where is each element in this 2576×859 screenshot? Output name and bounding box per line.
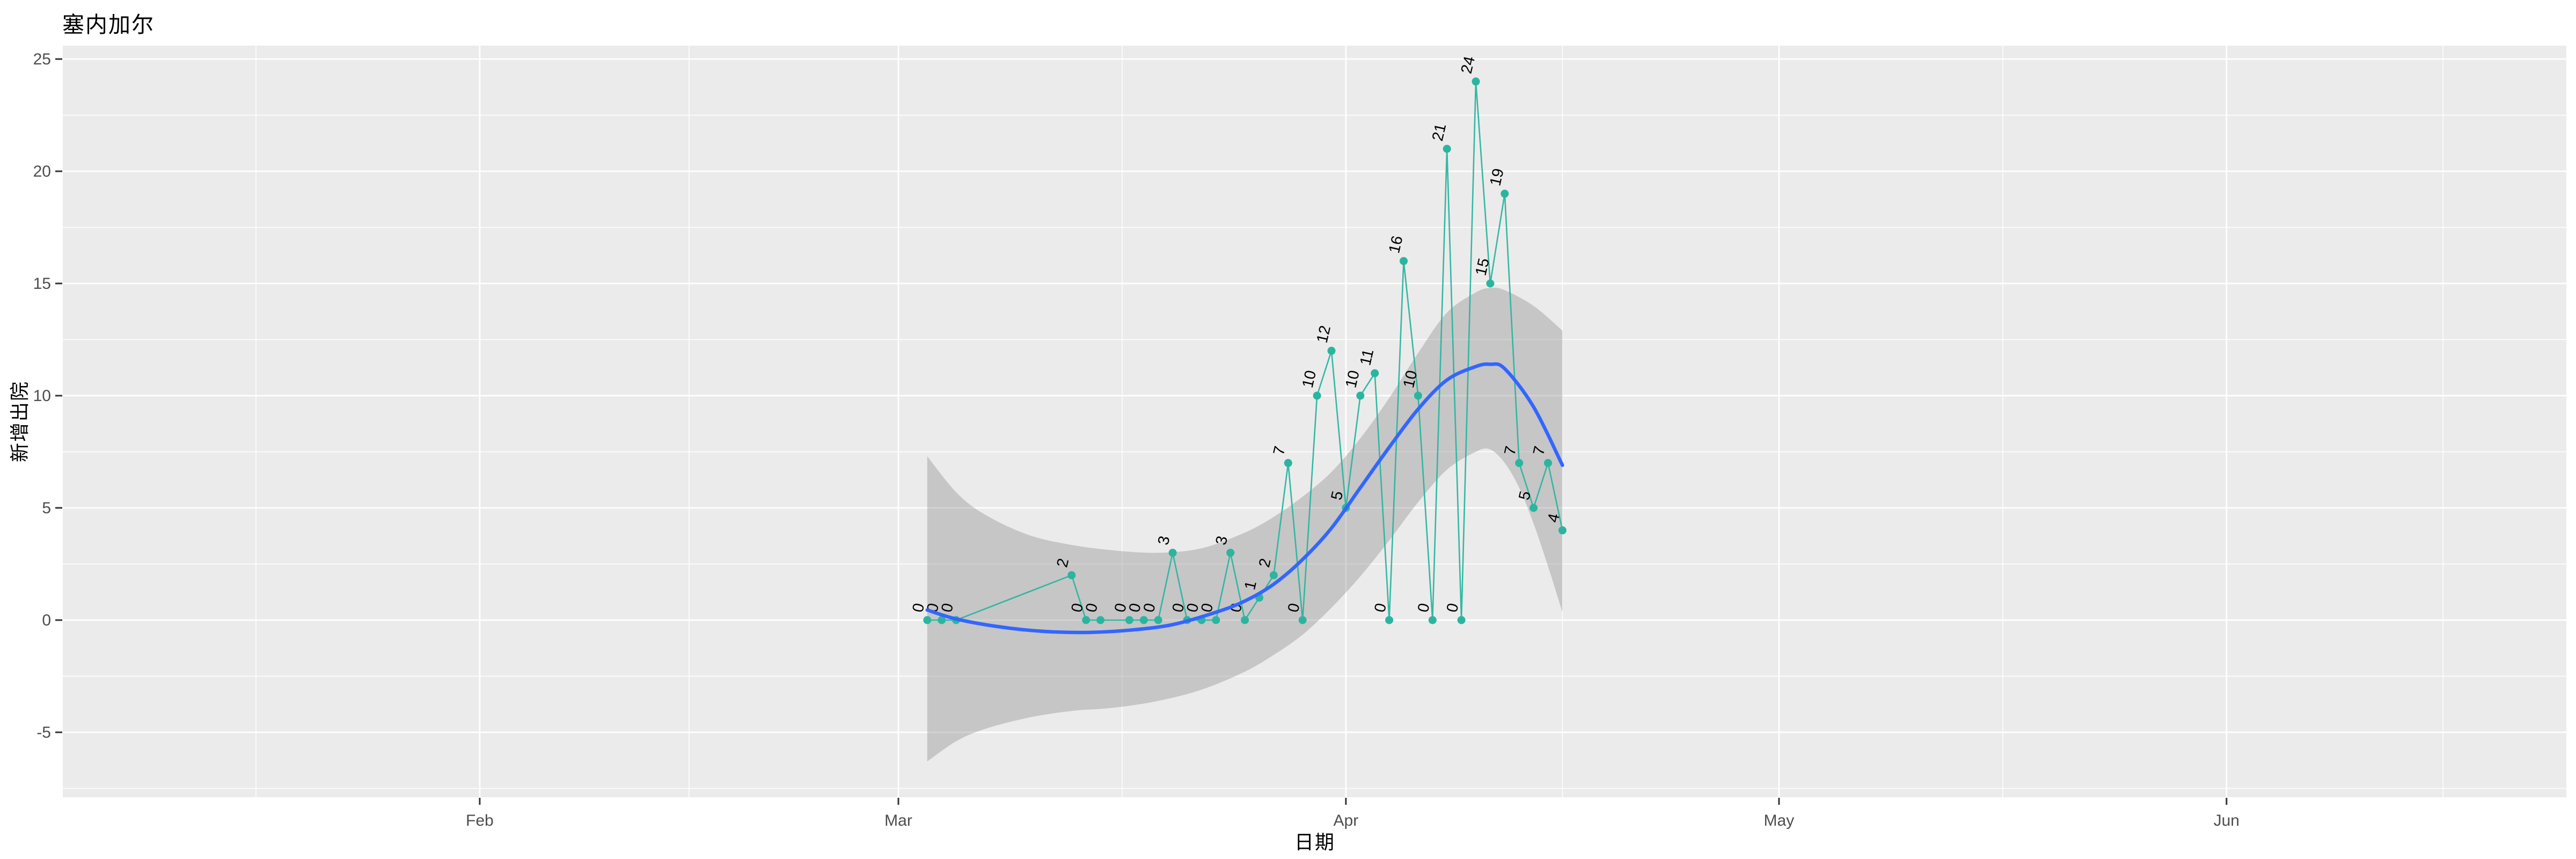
y-tick-label: 10 bbox=[33, 387, 51, 405]
data-point-label: 3 bbox=[1155, 534, 1174, 547]
data-point-label: 0 bbox=[909, 602, 928, 614]
data-point bbox=[923, 616, 932, 624]
data-point-label: 10 bbox=[1299, 369, 1320, 390]
data-point-label: 0 bbox=[1068, 602, 1087, 614]
y-tick-label: 15 bbox=[33, 275, 51, 293]
data-point-label: 0 bbox=[1444, 602, 1462, 614]
data-point bbox=[1096, 616, 1105, 624]
confidence-ribbon bbox=[927, 287, 1563, 762]
smooth-line bbox=[925, 362, 1564, 635]
y-tick-label: 5 bbox=[42, 499, 51, 517]
x-tick-label: May bbox=[1764, 812, 1795, 829]
data-point bbox=[1125, 616, 1133, 624]
data-point-label: 0 bbox=[1184, 602, 1203, 614]
data-point bbox=[1139, 616, 1148, 624]
data-point bbox=[1558, 526, 1567, 535]
data-point bbox=[1284, 458, 1292, 467]
data-point-label: 16 bbox=[1386, 234, 1406, 255]
data-point bbox=[938, 616, 946, 624]
data-point-label: 12 bbox=[1314, 324, 1334, 345]
data-point bbox=[1082, 616, 1091, 624]
data-point bbox=[1067, 571, 1076, 579]
data-point-label: 15 bbox=[1473, 257, 1493, 278]
data-point-label: 7 bbox=[1270, 445, 1289, 457]
data-point bbox=[1154, 616, 1162, 624]
data-point-label: 0 bbox=[1111, 602, 1130, 614]
data-point-label: 2 bbox=[1256, 557, 1275, 569]
data-point bbox=[1486, 279, 1495, 288]
data-point-label: 21 bbox=[1429, 122, 1450, 143]
y-tick-label: 20 bbox=[33, 163, 51, 180]
data-point bbox=[1371, 369, 1379, 377]
data-point-label: 10 bbox=[1342, 369, 1363, 390]
y-tick-label: 0 bbox=[42, 612, 51, 629]
data-point bbox=[1313, 391, 1321, 400]
panel-background bbox=[63, 46, 2566, 797]
data-point-label: 0 bbox=[1169, 602, 1188, 614]
data-point bbox=[1298, 616, 1307, 624]
data-point-label: 0 bbox=[938, 602, 957, 614]
data-point bbox=[1356, 391, 1365, 400]
data-point-label: 4 bbox=[1545, 512, 1563, 524]
data-point bbox=[1226, 549, 1235, 557]
x-tick-label: Mar bbox=[884, 812, 912, 829]
data-point-label: 0 bbox=[1198, 602, 1217, 614]
data-point bbox=[1414, 391, 1422, 400]
data-point-label: 0 bbox=[1285, 602, 1304, 614]
data-point-label: 24 bbox=[1458, 55, 1479, 76]
data-point bbox=[1400, 257, 1408, 265]
data-point-label: 5 bbox=[1328, 490, 1347, 502]
data-point bbox=[1327, 346, 1336, 355]
data-point bbox=[1501, 190, 1509, 198]
chart-title: 塞内加尔 bbox=[62, 12, 155, 37]
data-point bbox=[1529, 504, 1538, 512]
data-point bbox=[1269, 571, 1278, 579]
data-point bbox=[1544, 458, 1552, 467]
x-tick-label: Feb bbox=[466, 812, 494, 829]
y-tick-label: -5 bbox=[36, 724, 51, 741]
data-point bbox=[1212, 616, 1220, 624]
data-point bbox=[1428, 616, 1437, 624]
data-point-label: 2 bbox=[1053, 557, 1072, 569]
data-point-label: 1 bbox=[1241, 579, 1260, 592]
data-point bbox=[1472, 77, 1480, 86]
data-point-label: 0 bbox=[1415, 602, 1433, 614]
data-point-label: 0 bbox=[1082, 602, 1101, 614]
data-point-label: 0 bbox=[1140, 602, 1159, 614]
data-point bbox=[1168, 549, 1177, 557]
data-point-label: 10 bbox=[1400, 369, 1421, 390]
data-point bbox=[1385, 616, 1394, 624]
data-point-label: 7 bbox=[1501, 445, 1520, 457]
data-point-label: 3 bbox=[1212, 534, 1231, 547]
data-point-label: 0 bbox=[1371, 602, 1390, 614]
data-point bbox=[1515, 458, 1524, 467]
data-point-label: 19 bbox=[1487, 167, 1507, 188]
y-tick-label: 25 bbox=[33, 50, 51, 68]
x-axis-title: 日期 bbox=[1294, 831, 1336, 853]
x-tick-label: Apr bbox=[1334, 812, 1359, 829]
data-point-label: 5 bbox=[1516, 490, 1534, 502]
x-tick-label: Jun bbox=[2214, 812, 2240, 829]
data-point-label: 7 bbox=[1530, 445, 1549, 457]
data-point bbox=[1457, 616, 1466, 624]
data-point-label: 0 bbox=[1126, 602, 1145, 614]
data-point bbox=[1443, 144, 1451, 153]
data-point bbox=[1241, 616, 1249, 624]
data-point-label: 11 bbox=[1357, 347, 1377, 367]
